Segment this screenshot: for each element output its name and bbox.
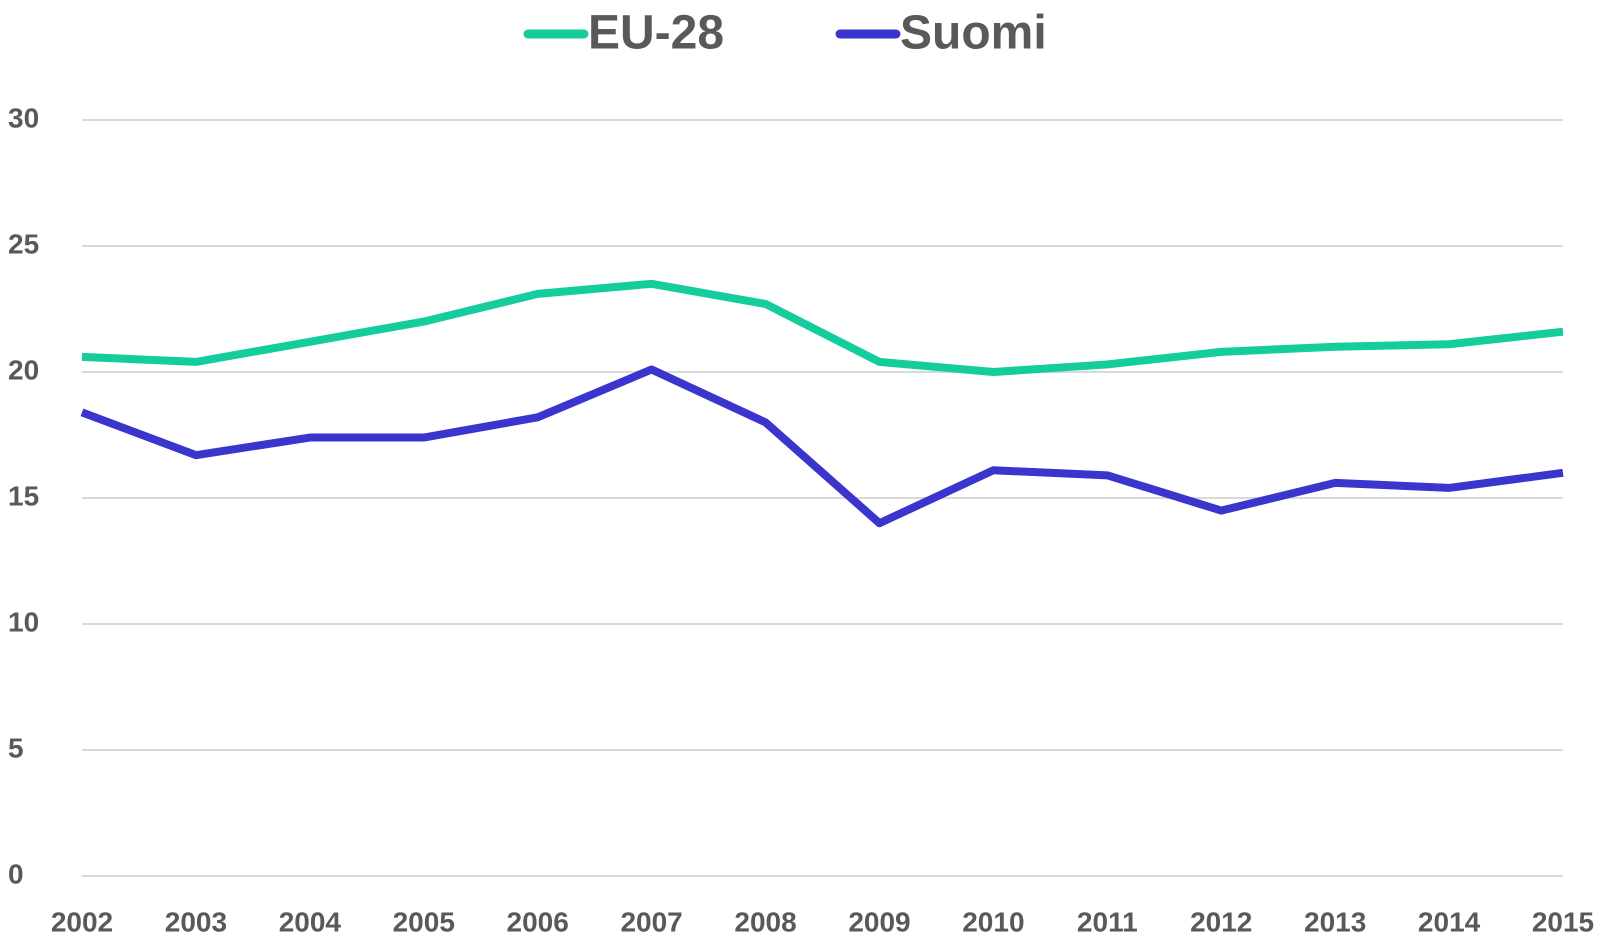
y-tick-label: 5 (8, 732, 24, 763)
x-tick-label: 2012 (1190, 906, 1252, 937)
x-tick-label: 2011 (1077, 906, 1138, 937)
x-tick-label: 2014 (1418, 906, 1481, 937)
x-tick-label: 2013 (1304, 906, 1366, 937)
series-line (81, 279, 1564, 376)
y-tick-label: 15 (8, 480, 39, 511)
x-tick-label: 2007 (620, 906, 682, 937)
x-tick-label: 2005 (393, 906, 455, 937)
x-tick-label: 2008 (734, 906, 796, 937)
legend-label: EU-28 (588, 7, 724, 60)
x-tick-label: 2004 (279, 906, 342, 937)
y-tick-label: 10 (8, 606, 39, 637)
series-line (80, 365, 1564, 528)
y-tick-label: 30 (8, 102, 39, 133)
x-tick-label: 2003 (165, 906, 227, 937)
legend-label: Suomi (900, 7, 1047, 60)
x-tick-label: 2002 (51, 906, 113, 937)
y-tick-label: 0 (8, 858, 24, 889)
x-tick-label: 2015 (1532, 906, 1594, 937)
x-tick-label: 2010 (962, 906, 1024, 937)
y-tick-label: 20 (8, 354, 39, 385)
x-tick-label: 2006 (507, 906, 569, 937)
x-tick-label: 2009 (848, 906, 910, 937)
y-tick-label: 25 (8, 228, 39, 259)
